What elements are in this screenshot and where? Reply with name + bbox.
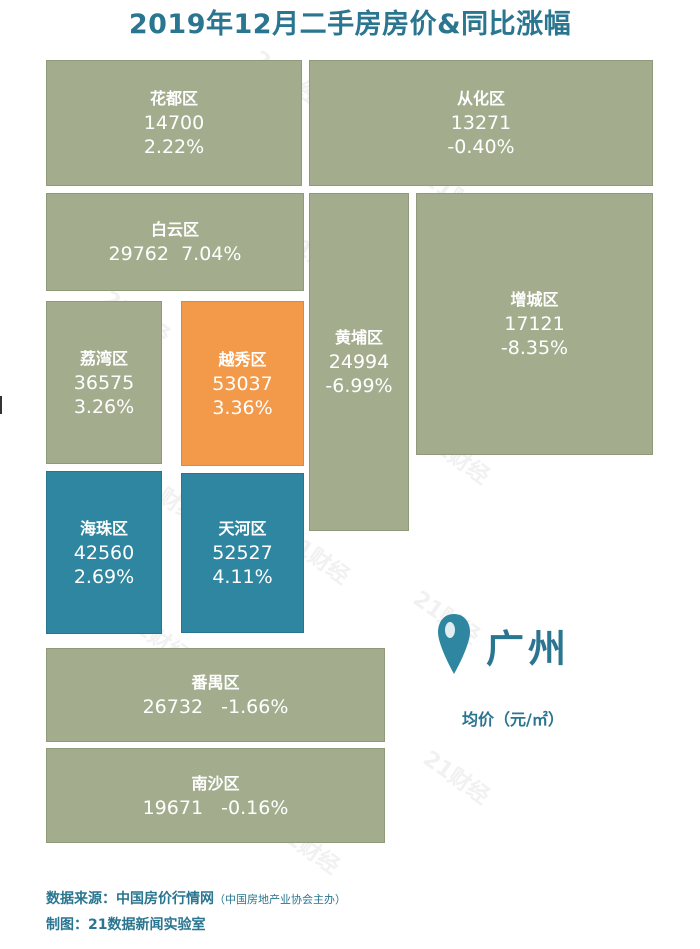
credit-line: 制图：21数据新闻实验室 [46,917,206,933]
district-values: 19671 -0.16% [143,796,289,820]
city-name: 广州 [486,627,571,671]
map-pin-icon [438,614,470,674]
tile-tianhe: 天河区 52527 4.11% [181,473,304,633]
district-name: 南沙区 [191,773,240,793]
district-change: 7.04% [181,243,242,265]
district-price: 26732 [142,696,204,718]
district-price: 17121 [504,313,565,335]
district-change: 2.22% [143,136,205,158]
tile-liwan: 荔湾区 36575 3.26% [46,301,162,464]
district-change: 4.11% [212,566,273,588]
district-change: 3.26% [73,395,135,418]
tile-conghua: 从化区 13271 -0.40% [309,60,653,186]
tile-yuexiu: 越秀区 53037 3.36% [181,301,304,466]
district-change: 3.36% [212,396,273,419]
district-price: 19671 [142,796,204,819]
district-name: 增城区 [510,290,559,309]
district-name: 白云区 [150,220,199,239]
tile-nansha: 南沙区 19671 -0.16% [46,748,385,843]
district-name: 番禺区 [191,673,240,692]
tile-haizhu: 海珠区 42560 2.69% [46,471,162,634]
district-name: 天河区 [218,519,267,538]
district-values: 26732 -1.66% [143,695,289,719]
district-name: 花都区 [149,89,198,108]
district-price: 42560 [73,541,135,564]
district-name: 越秀区 [218,349,267,369]
unit-label: 均价（元/㎡） [462,710,564,729]
district-values: 29762 7.04% [109,242,242,266]
district-change: -8.35% [500,337,569,359]
district-name: 海珠区 [79,518,128,538]
tile-zengcheng: 增城区 17121 -8.35% [416,193,653,455]
district-price: 36575 [73,371,135,394]
district-name: 黄埔区 [334,328,383,347]
district-price: 24994 [328,351,390,373]
district-change: -1.66% [221,696,289,718]
district-price: 29762 [108,243,169,265]
district-change: -6.99% [325,375,393,397]
tile-panyu: 番禺区 26732 -1.66% [46,648,385,742]
district-name: 荔湾区 [79,348,128,368]
district-change: 2.69% [73,565,135,588]
source-note: （中国房地产业协会主办） [214,893,346,906]
source-label: 数据来源：中国房价行情网 [46,891,214,907]
tile-huangpu: 黄埔区 24994 -6.99% [309,193,409,531]
district-price: 52527 [212,542,273,564]
source-line: 数据来源：中国房价行情网（中国房地产业协会主办） [46,888,346,908]
district-change: -0.16% [221,796,289,819]
edge-mark [0,396,2,414]
district-price: 14700 [143,112,205,134]
watermark: 21财经 [418,746,494,810]
tile-huadu: 花都区 14700 2.22% [46,60,302,186]
district-price: 13271 [450,112,512,134]
tile-baiyun: 白云区 29762 7.04% [46,193,304,291]
chart-title: 2019年12月二手房房价&同比涨幅 [128,9,572,40]
district-change: -0.40% [447,136,515,158]
district-name: 从化区 [456,89,505,108]
district-price: 53037 [212,372,273,395]
